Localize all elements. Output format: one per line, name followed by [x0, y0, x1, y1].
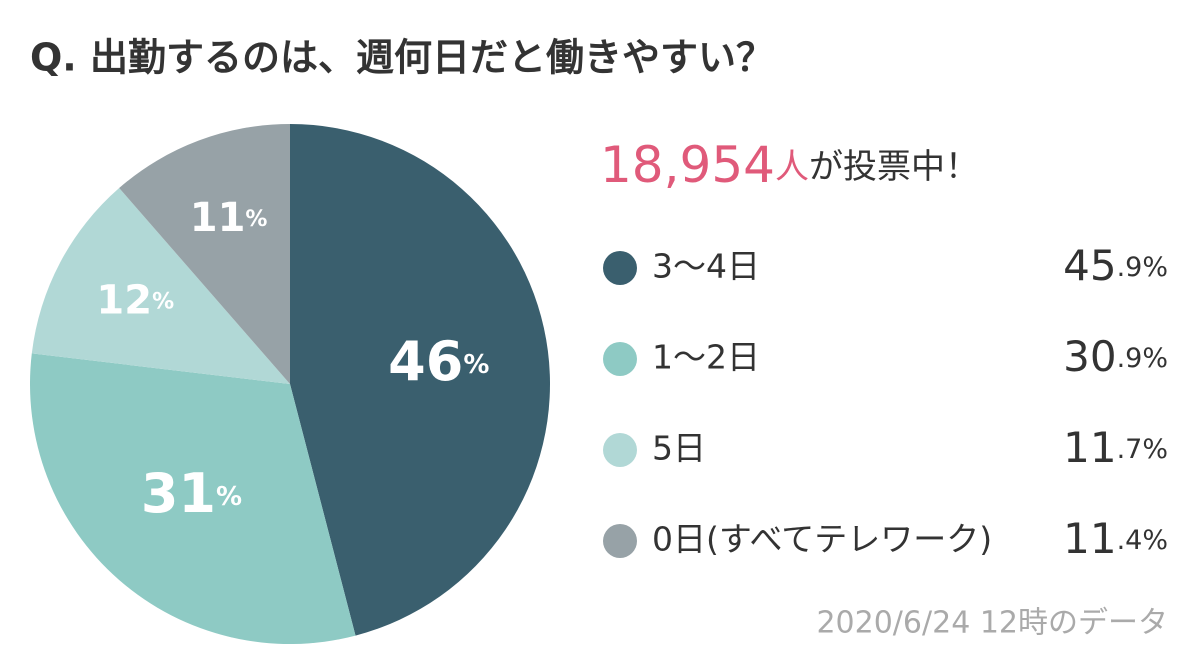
- pie-slice: [119, 124, 290, 384]
- legend-label: 1〜2日: [652, 338, 760, 377]
- vote-text: が投票中！: [809, 147, 979, 187]
- legend-marker: [603, 433, 637, 467]
- chart-title: Q. 出勤するのは、週何日だと働きやすい？: [30, 36, 774, 80]
- legend-value: 11.4%: [1063, 514, 1168, 563]
- legend-marker: [603, 251, 637, 285]
- legend-label: 5日: [652, 429, 706, 468]
- slice-label: 31%: [141, 462, 242, 525]
- footnote: 2020/6/24 12時のデータ: [816, 606, 1168, 641]
- pie-slice: [31, 188, 290, 384]
- legend-label: 0日(すべてテレワーク): [652, 520, 992, 559]
- slice-label: 46%: [388, 330, 489, 393]
- legend-value: 11.7%: [1063, 423, 1168, 472]
- slice-label: 12%: [96, 277, 174, 323]
- legend-marker: [603, 524, 637, 558]
- pie-slice: [290, 124, 551, 636]
- vote-summary: 18,954人が投票中！: [600, 136, 979, 194]
- pie-slice: [29, 353, 356, 644]
- legend-label: 3〜4日: [652, 247, 760, 286]
- vote-count: 18,954人: [600, 136, 809, 194]
- legend-value: 30.9%: [1063, 332, 1168, 381]
- legend-marker: [603, 342, 637, 376]
- legend-value: 45.9%: [1063, 241, 1168, 290]
- slice-label: 11%: [190, 195, 268, 241]
